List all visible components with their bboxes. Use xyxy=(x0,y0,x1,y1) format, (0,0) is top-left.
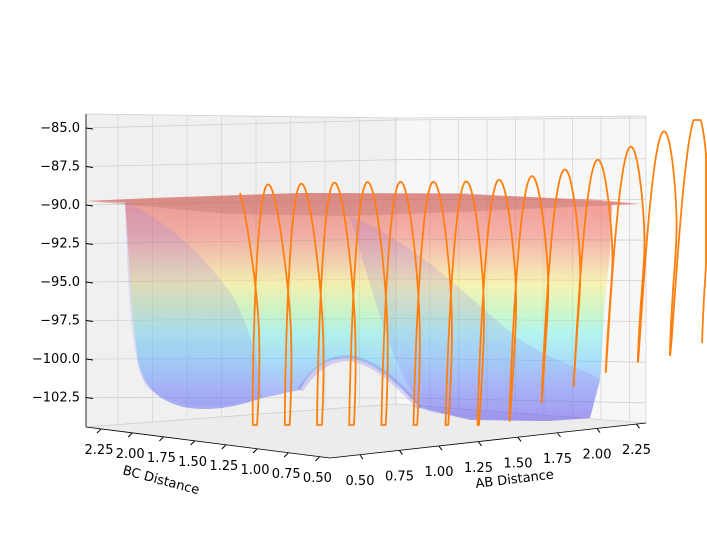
y-axis: 2.25 2.00 1.75 1.50 1.25 1.00 0.75 0.50 xyxy=(85,426,332,486)
y-tick xyxy=(190,440,195,446)
z-tick xyxy=(85,281,94,284)
x-tick-label: 1.00 xyxy=(425,465,454,480)
trajectory-line xyxy=(239,119,707,426)
x-tick xyxy=(596,428,601,433)
y-tick xyxy=(96,428,102,434)
x-axis: 0.50 0.75 1.00 1.25 1.50 1.75 2.00 2.25 xyxy=(329,422,651,489)
y-axis-line xyxy=(85,426,331,459)
z-tick xyxy=(85,320,94,322)
z-tick-label: −100.0 xyxy=(32,352,80,367)
y-tick-label: 0.75 xyxy=(272,467,301,482)
x-tick xyxy=(438,445,443,451)
x-tick xyxy=(478,441,482,447)
x-tick xyxy=(636,423,640,429)
x-tick xyxy=(399,450,403,455)
x-tick xyxy=(359,454,364,460)
x-tick-label: 2.00 xyxy=(583,448,612,463)
z-tick-label: −97.5 xyxy=(40,314,80,329)
z-tick xyxy=(85,127,94,130)
energy-surface xyxy=(86,193,640,421)
y-tick xyxy=(252,448,258,454)
x-tick-label: 0.75 xyxy=(385,470,414,485)
z-tick-label: −92.5 xyxy=(40,237,80,252)
y-tick-label: 2.25 xyxy=(85,443,114,458)
x-tick-label: 1.25 xyxy=(464,461,493,476)
surface-saddle xyxy=(297,354,423,410)
y-tick-label: 0.50 xyxy=(303,471,332,486)
y-tick-label: 1.75 xyxy=(147,451,176,466)
x-tick-label: 1.75 xyxy=(543,452,572,467)
x-tick xyxy=(557,432,561,438)
z-tick xyxy=(85,397,94,399)
y-tick xyxy=(221,444,227,450)
z-tick xyxy=(85,166,94,168)
surface-left-wall xyxy=(86,193,640,421)
x-tick-label: 2.25 xyxy=(622,443,651,458)
z-tick-label: −102.5 xyxy=(32,391,80,406)
z-tick xyxy=(85,243,94,245)
y-tick-label: 1.25 xyxy=(209,459,238,474)
y-tick xyxy=(159,436,164,442)
x-tick xyxy=(517,437,522,442)
z-tick xyxy=(85,204,94,207)
y-tick-label: 2.00 xyxy=(116,447,145,462)
z-tick-label: −90.0 xyxy=(40,198,80,213)
y-tick-label: 1.00 xyxy=(241,463,270,478)
y-tick-label: 1.50 xyxy=(178,455,207,470)
surface-top-plane xyxy=(86,193,640,216)
surface-valley-left xyxy=(125,202,262,406)
y-tick xyxy=(127,432,133,438)
y-tick xyxy=(283,452,289,458)
x-axis-line xyxy=(329,422,647,459)
z-axis: −85.0 −87.5 −90.0 −92.5 −95.0 −97.5 −100.0 −102… xyxy=(32,114,94,427)
z-tick-label: −95.0 xyxy=(40,275,80,290)
x-tick-label: 0.50 xyxy=(346,474,375,489)
y-tick xyxy=(315,456,320,462)
z-tick-label: −85.0 xyxy=(40,121,80,136)
z-tick xyxy=(85,358,94,361)
x-tick-label: 1.50 xyxy=(504,456,533,471)
surface-valley-right xyxy=(350,216,600,421)
z-tick-label: −87.5 xyxy=(40,160,80,175)
